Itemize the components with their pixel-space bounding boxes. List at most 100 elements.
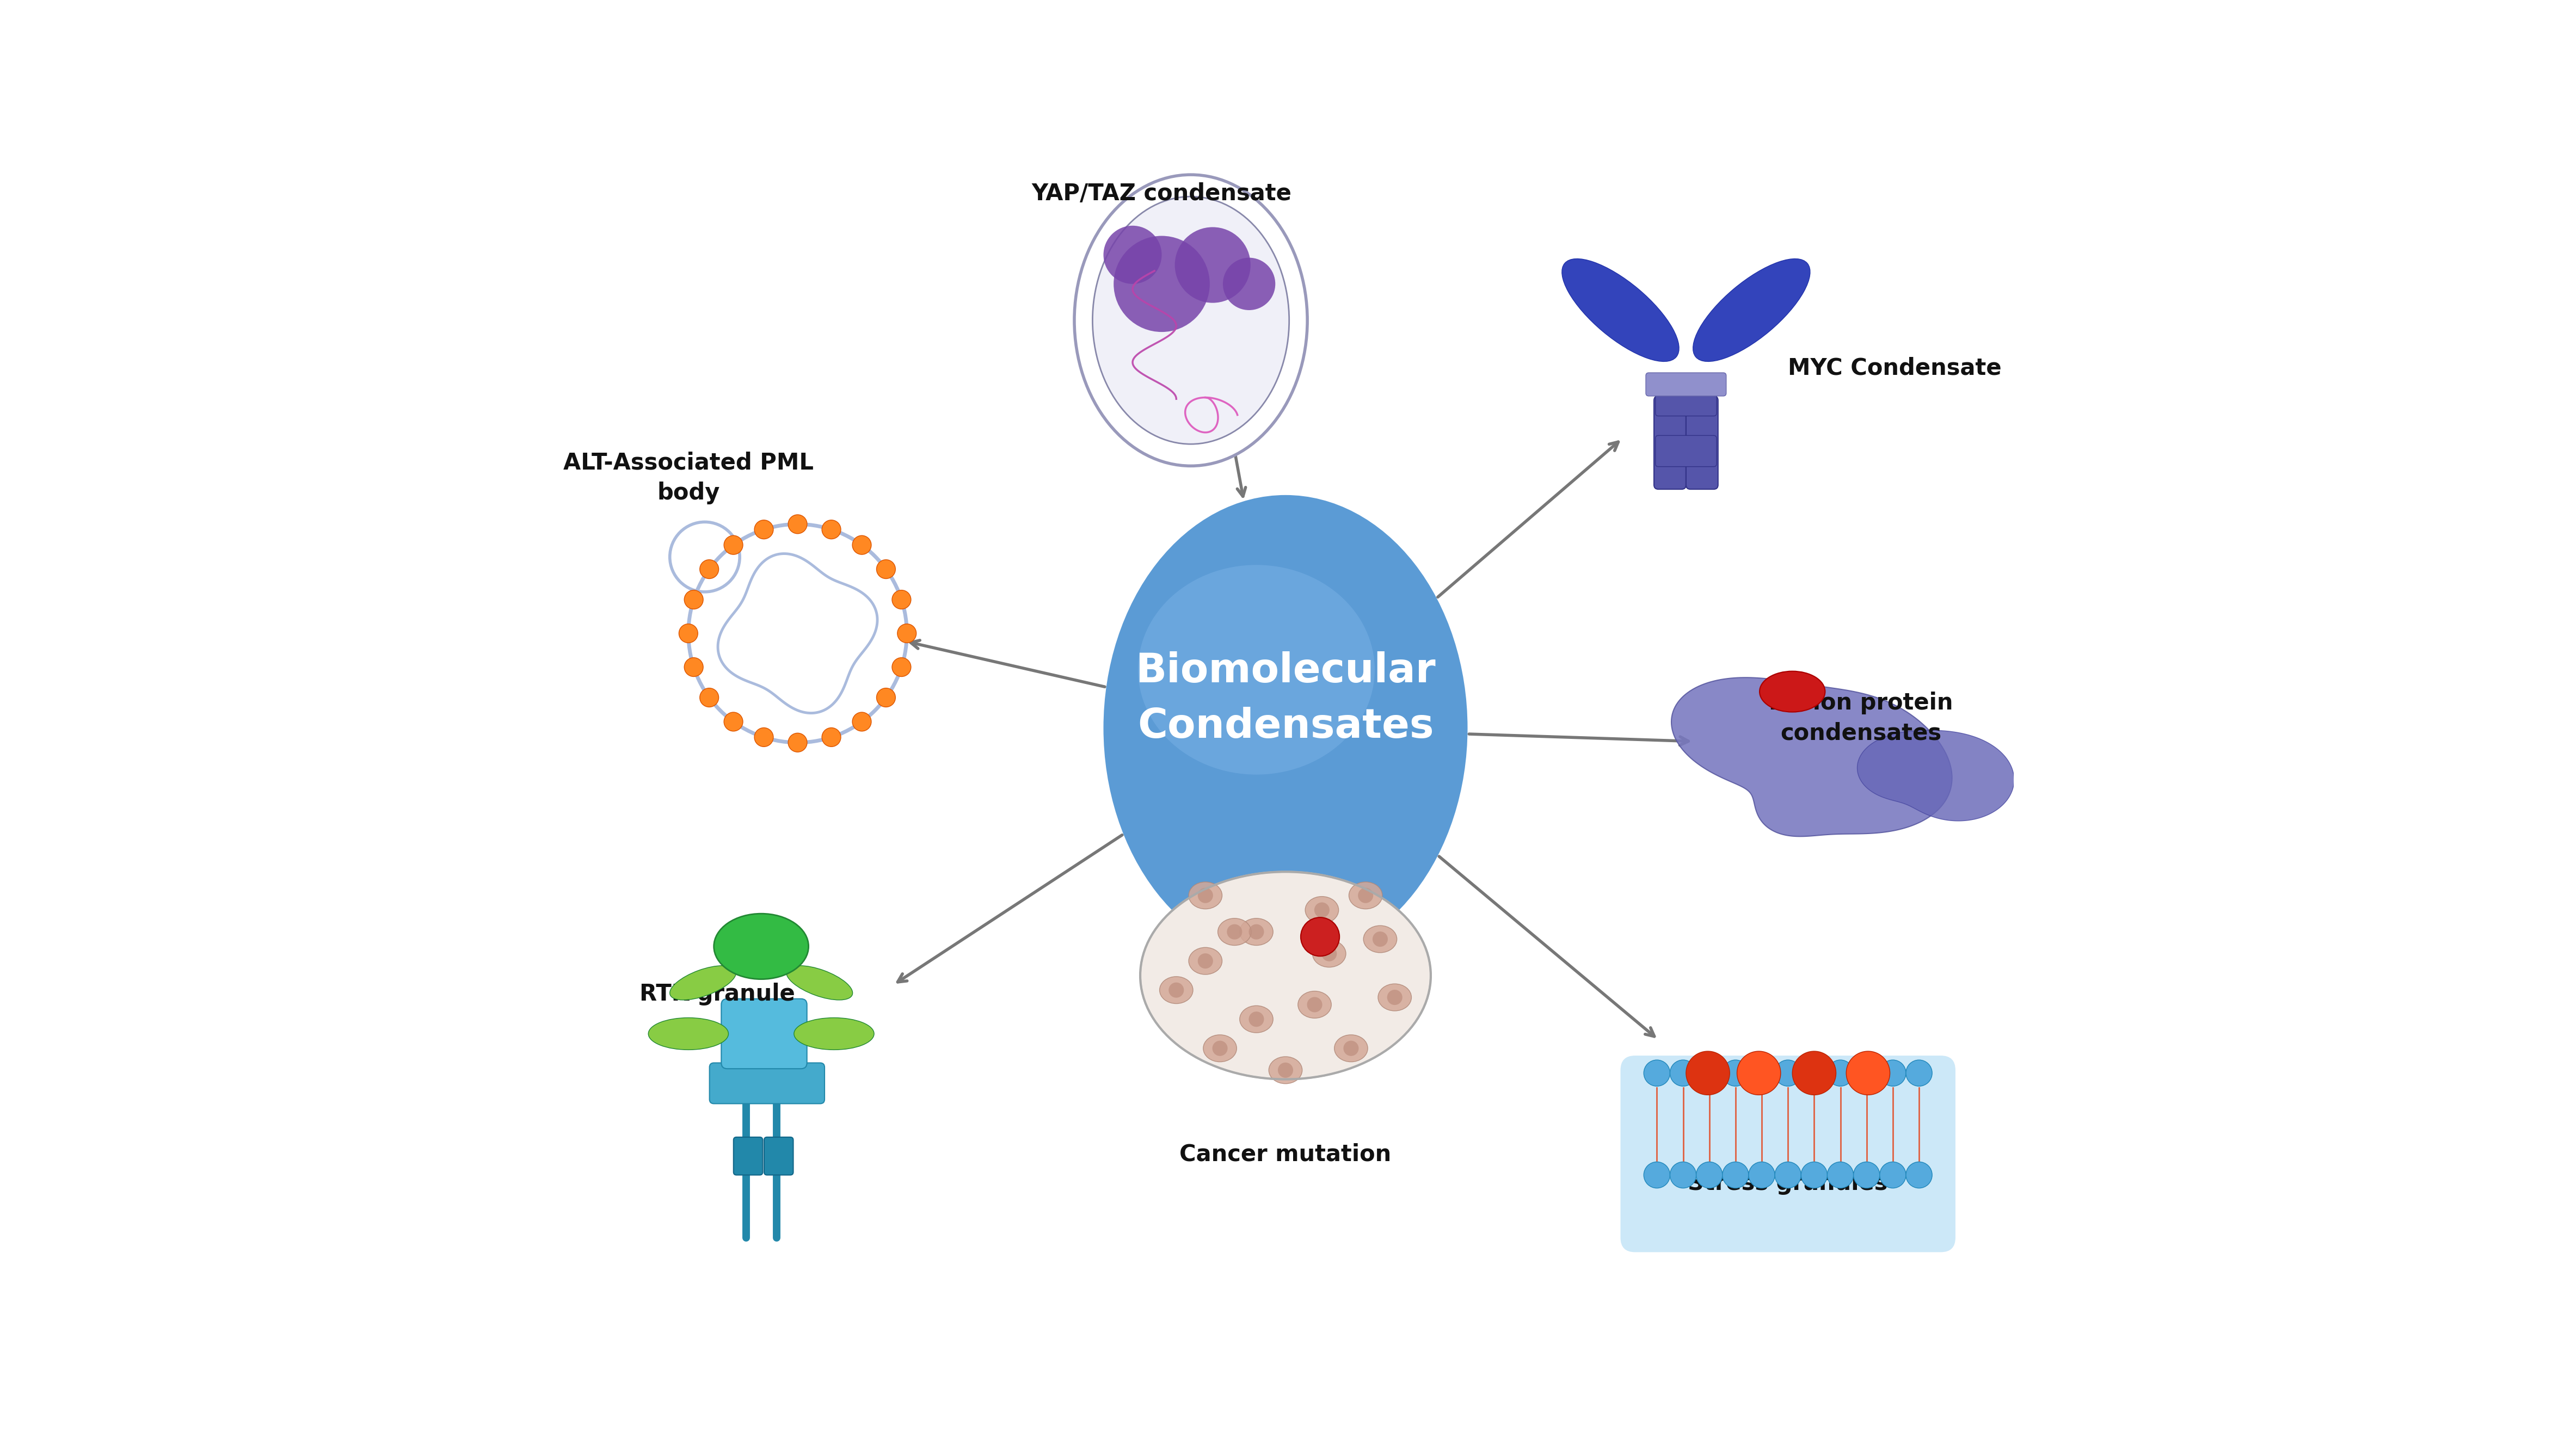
Ellipse shape [1563, 259, 1679, 361]
Circle shape [789, 734, 807, 753]
Ellipse shape [1219, 919, 1252, 945]
Circle shape [1643, 1162, 1671, 1188]
Circle shape [1697, 1060, 1723, 1086]
Circle shape [1214, 1041, 1226, 1056]
Circle shape [1321, 946, 1337, 961]
Circle shape [1748, 1162, 1774, 1188]
Circle shape [1357, 888, 1373, 903]
Circle shape [1774, 1060, 1802, 1086]
Circle shape [1854, 1060, 1879, 1086]
FancyBboxPatch shape [1653, 396, 1687, 489]
Circle shape [699, 689, 720, 708]
Polygon shape [1856, 731, 2013, 821]
Circle shape [1879, 1162, 1905, 1188]
Ellipse shape [671, 965, 735, 1000]
Ellipse shape [1378, 984, 1411, 1010]
Ellipse shape [1239, 1006, 1273, 1032]
Circle shape [1905, 1162, 1933, 1188]
Circle shape [684, 590, 704, 609]
FancyBboxPatch shape [733, 1137, 764, 1175]
Ellipse shape [1298, 992, 1332, 1018]
FancyBboxPatch shape [722, 999, 807, 1069]
Circle shape [823, 728, 841, 747]
Circle shape [1802, 1060, 1828, 1086]
Ellipse shape [1363, 926, 1396, 952]
Circle shape [823, 520, 841, 539]
Circle shape [1373, 932, 1388, 946]
Circle shape [684, 658, 704, 677]
Circle shape [1198, 888, 1214, 903]
FancyBboxPatch shape [1656, 392, 1717, 416]
Ellipse shape [787, 965, 854, 1000]
Text: YAP/TAZ condensate: YAP/TAZ condensate [1031, 182, 1291, 205]
Polygon shape [1671, 677, 1951, 836]
Ellipse shape [1188, 882, 1221, 909]
Circle shape [892, 590, 910, 609]
Circle shape [1687, 1051, 1730, 1095]
Circle shape [699, 559, 720, 578]
Ellipse shape [1188, 948, 1221, 974]
Circle shape [897, 625, 915, 644]
Circle shape [1301, 917, 1339, 957]
Circle shape [679, 625, 697, 644]
Circle shape [877, 559, 895, 578]
Circle shape [1802, 1162, 1828, 1188]
Text: RTK granule: RTK granule [640, 983, 794, 1006]
Ellipse shape [1139, 872, 1432, 1079]
FancyBboxPatch shape [1656, 435, 1717, 467]
Circle shape [1671, 1162, 1697, 1188]
Ellipse shape [1759, 671, 1825, 712]
FancyBboxPatch shape [710, 1063, 825, 1104]
Circle shape [1854, 1162, 1879, 1188]
Circle shape [1278, 1063, 1293, 1077]
Circle shape [1250, 1012, 1265, 1026]
Text: Fusion protein
condensates: Fusion protein condensates [1769, 692, 1954, 744]
Circle shape [725, 712, 743, 731]
FancyBboxPatch shape [1687, 396, 1717, 489]
Circle shape [789, 515, 807, 534]
Text: Stress granules: Stress granules [1689, 1172, 1887, 1195]
Ellipse shape [1350, 882, 1383, 909]
Circle shape [1828, 1060, 1854, 1086]
Text: Cancer mutation: Cancer mutation [1180, 1143, 1391, 1166]
Circle shape [1306, 997, 1321, 1012]
Circle shape [1643, 1060, 1671, 1086]
Circle shape [753, 520, 774, 539]
Ellipse shape [1311, 941, 1345, 967]
Ellipse shape [1239, 919, 1273, 945]
Text: MYC Condensate: MYC Condensate [1787, 357, 2003, 380]
Ellipse shape [1306, 897, 1339, 923]
Ellipse shape [648, 1018, 728, 1050]
Ellipse shape [794, 1018, 874, 1050]
Circle shape [1198, 954, 1214, 968]
Circle shape [1738, 1051, 1782, 1095]
Circle shape [1748, 1060, 1774, 1086]
Circle shape [1170, 983, 1183, 997]
Ellipse shape [1103, 495, 1468, 961]
FancyBboxPatch shape [1645, 373, 1725, 396]
Circle shape [854, 536, 872, 555]
Circle shape [1226, 925, 1242, 939]
Circle shape [1175, 227, 1250, 303]
Circle shape [1846, 1051, 1890, 1095]
Circle shape [1792, 1051, 1836, 1095]
Ellipse shape [1093, 197, 1288, 444]
Circle shape [1314, 903, 1329, 917]
Ellipse shape [1270, 1057, 1301, 1083]
Circle shape [1345, 1041, 1357, 1056]
Circle shape [1250, 925, 1265, 939]
Ellipse shape [1075, 175, 1306, 466]
Ellipse shape [1334, 1035, 1368, 1061]
Ellipse shape [1692, 259, 1810, 361]
FancyBboxPatch shape [764, 1137, 794, 1175]
Ellipse shape [1203, 1035, 1237, 1061]
Ellipse shape [1160, 977, 1193, 1003]
Text: Biomolecular
Condensates: Biomolecular Condensates [1136, 651, 1435, 747]
Circle shape [725, 536, 743, 555]
Circle shape [854, 712, 872, 731]
Circle shape [1388, 990, 1401, 1005]
Circle shape [1224, 258, 1275, 310]
Circle shape [1774, 1162, 1802, 1188]
Circle shape [753, 728, 774, 747]
Ellipse shape [715, 914, 807, 980]
